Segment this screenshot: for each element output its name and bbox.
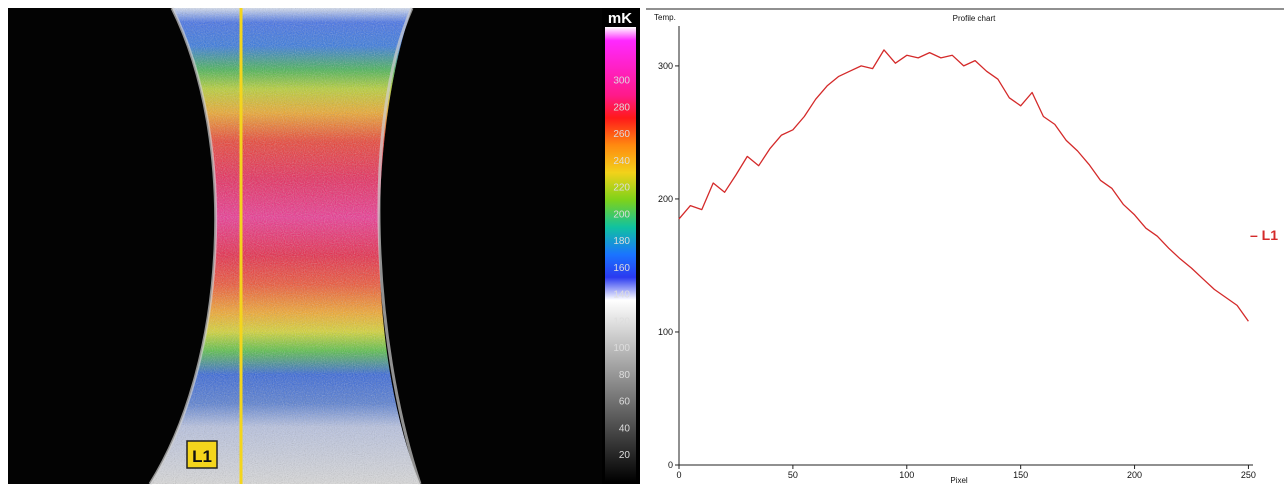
color-scale-bar (605, 27, 636, 482)
plot-area (678, 49, 1249, 322)
scale-tick-label: 60 (619, 397, 631, 408)
series-line-l1 (678, 49, 1249, 322)
x-tick-label: 200 (1127, 470, 1142, 480)
scale-tick-label: 100 (613, 343, 630, 354)
profile-chart: Profile chart Temp. Pixel 0 100 200 300 0 50 1… (646, 0, 1284, 485)
specimen-edge-right (377, 7, 422, 485)
x-tick-label: 250 (1241, 470, 1256, 480)
line-label-text: L1 (192, 447, 212, 466)
line-label-badge[interactable] (186, 440, 218, 469)
x-tick-label: 0 (676, 470, 681, 480)
legend-entry: – L1 (1250, 227, 1278, 243)
scale-tick-label: 220 (613, 183, 630, 194)
x-tick-label: 50 (788, 470, 798, 480)
chart-title: Profile chart (953, 14, 996, 23)
scale-ticks: 300 280 260 240 220 200 180 160 140 120 100 80 60 40 2… (613, 76, 630, 462)
specimen-edge-left (148, 7, 218, 485)
y-axis-label: Temp. (654, 13, 676, 22)
scale-tick-label: 280 (613, 102, 630, 113)
scale-tick-label: 260 (613, 129, 630, 140)
y-tick-label: 0 (668, 460, 673, 470)
x-axis-label: Pixel (950, 476, 968, 485)
chart-background (646, 0, 1284, 485)
scale-tick-label: 300 (613, 76, 630, 87)
scale-tick-label: 160 (613, 263, 630, 274)
scale-unit: mK (608, 10, 632, 27)
scale-tick-label: 200 (613, 209, 630, 220)
scale-tick-label: 180 (613, 236, 630, 247)
chart-axes: 0 100 200 300 0 50 100 150 200 250 (658, 26, 1256, 480)
y-tick-label: 300 (658, 61, 673, 71)
scale-tick-label: 140 (613, 290, 630, 301)
thermal-image-view[interactable]: L1 mK 300 280 260 240 220 200 180 160 140 120 100 8… (0, 0, 640, 485)
scale-tick-label: 120 (613, 316, 630, 327)
scale-tick-label: 40 (619, 423, 631, 434)
chart-legend: – L1 (1250, 227, 1278, 243)
y-tick-label: 100 (658, 327, 673, 337)
scale-tick-label: 20 (619, 450, 631, 461)
y-tick-label: 200 (658, 194, 673, 204)
x-tick-label: 150 (1013, 470, 1028, 480)
x-tick-label: 100 (899, 470, 914, 480)
scale-tick-label: 240 (613, 156, 630, 167)
scale-tick-label: 80 (619, 370, 631, 381)
